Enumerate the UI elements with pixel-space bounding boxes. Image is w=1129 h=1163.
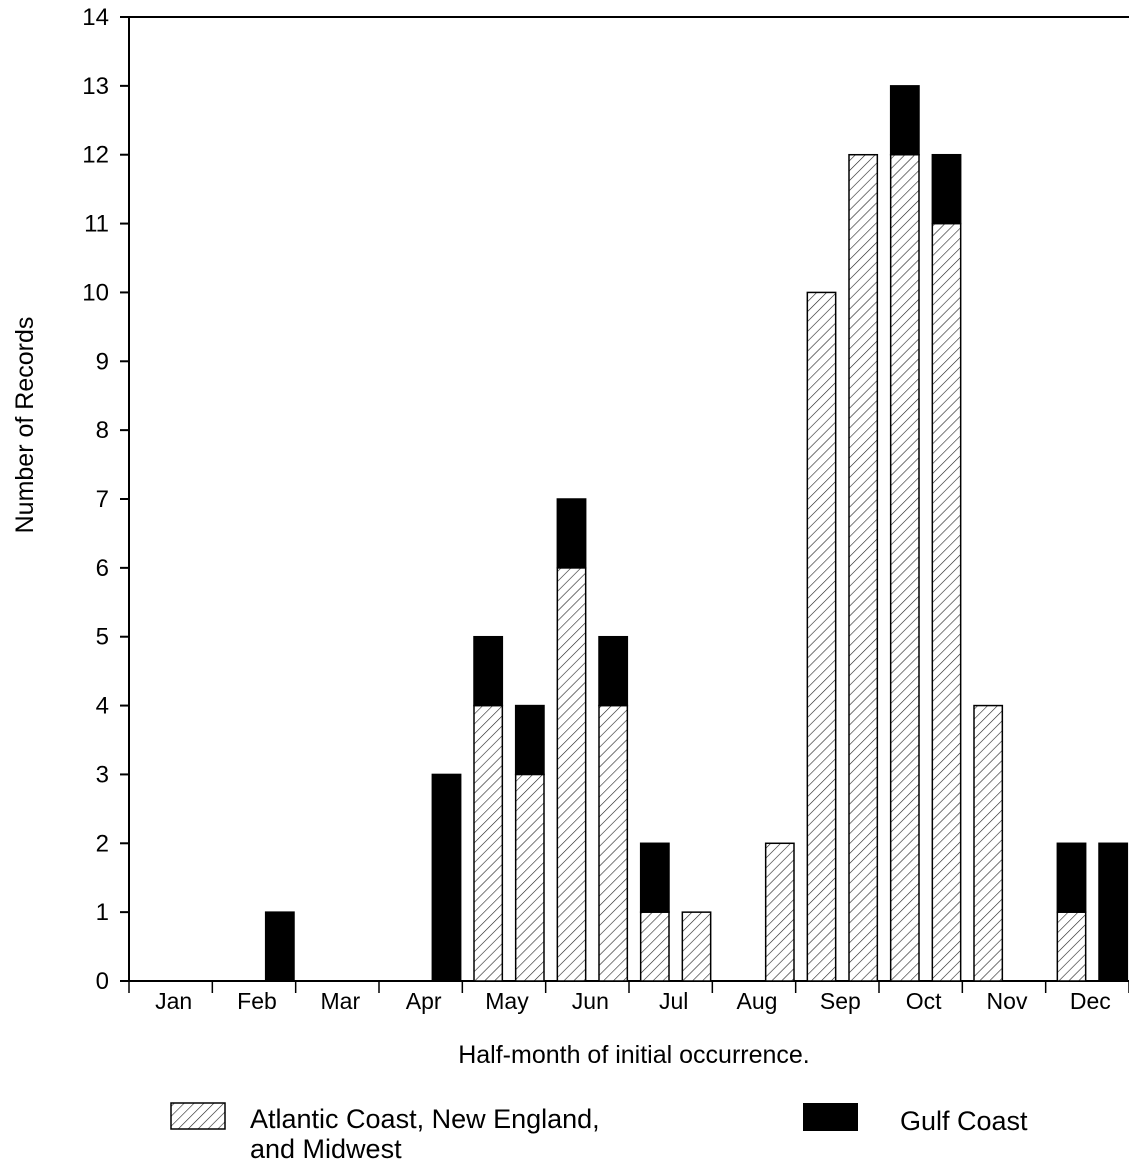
- y-tick-label: 8: [96, 417, 109, 444]
- y-tick-label: 1: [96, 899, 109, 926]
- bar-atlantic: [1056, 911, 1087, 982]
- legend-swatch-hatched: [170, 1102, 226, 1130]
- y-tick-label: 4: [96, 693, 109, 720]
- y-tick-label: 12: [82, 142, 109, 169]
- y-tick-label: 14: [82, 4, 109, 31]
- x-axis-ticks: Jan Feb Mar Apr May Jun Jul Aug Sep Oct Nov Dec: [128, 981, 1129, 1014]
- bar-atlantic: [639, 911, 670, 982]
- x-tick-label-jan: Jan: [155, 988, 192, 1014]
- bar-gulf: [1056, 842, 1087, 913]
- bar-atlantic: [473, 704, 504, 982]
- x-tick-label-oct: Oct: [906, 988, 942, 1014]
- legend-item-gulf: Gulf Coast: [803, 1103, 1028, 1136]
- bar-gulf: [1098, 842, 1129, 982]
- x-tick-label-feb: Feb: [237, 988, 277, 1014]
- bar-gulf: [598, 635, 629, 707]
- y-tick-label: 2: [96, 830, 109, 857]
- bars: [264, 85, 1129, 982]
- bar-atlantic: [598, 704, 629, 982]
- legend: Atlantic Coast, New England, and Midwest…: [170, 1102, 1028, 1163]
- bar-gulf: [514, 704, 545, 776]
- y-tick-label: 5: [96, 624, 109, 651]
- bar-gulf: [431, 773, 462, 982]
- legend-swatch-solid: [803, 1103, 858, 1131]
- legend-label-atlantic-line2: and Midwest: [250, 1134, 402, 1163]
- y-tick-label: 13: [82, 73, 109, 100]
- y-axis-title: Number of Records: [11, 317, 39, 534]
- bar-gulf: [556, 498, 587, 569]
- x-tick-label-apr: Apr: [406, 988, 442, 1014]
- bar-atlantic: [556, 567, 587, 982]
- bar-gulf: [889, 85, 920, 156]
- y-tick-label: 9: [96, 348, 109, 375]
- bar-atlantic: [681, 911, 712, 982]
- legend-label-atlantic-line1: Atlantic Coast, New England,: [250, 1104, 600, 1134]
- legend-label-gulf: Gulf Coast: [900, 1106, 1028, 1136]
- bar-gulf: [473, 635, 504, 707]
- x-axis-title: Half-month of initial occurrence.: [458, 1041, 810, 1069]
- y-tick-label: 3: [96, 761, 109, 788]
- x-tick-label-jul: Jul: [659, 988, 688, 1014]
- x-tick-label-sep: Sep: [820, 988, 861, 1014]
- x-tick-label-nov: Nov: [987, 988, 1028, 1014]
- bar-atlantic: [931, 222, 962, 982]
- bar-gulf: [639, 842, 670, 913]
- bar-atlantic: [889, 153, 920, 982]
- bar-atlantic: [806, 291, 837, 982]
- legend-item-atlantic: Atlantic Coast, New England, and Midwest: [170, 1102, 600, 1163]
- bar-gulf: [931, 153, 962, 225]
- x-tick-label-aug: Aug: [737, 988, 778, 1014]
- bar-gulf: [264, 911, 295, 982]
- bar-atlantic: [848, 153, 879, 982]
- x-tick-label-jun: Jun: [572, 988, 609, 1014]
- bar-atlantic: [514, 773, 545, 982]
- x-tick-label-dec: Dec: [1070, 988, 1111, 1014]
- y-tick-label: 0: [96, 968, 109, 995]
- bar-atlantic: [764, 842, 795, 982]
- x-tick-label-may: May: [485, 988, 529, 1014]
- y-tick-label: 10: [82, 279, 109, 306]
- y-tick-label: 11: [84, 211, 109, 238]
- x-tick-label-mar: Mar: [321, 988, 361, 1014]
- y-tick-label: 6: [96, 555, 109, 582]
- y-tick-label: 7: [96, 486, 109, 513]
- bar-atlantic: [973, 704, 1004, 982]
